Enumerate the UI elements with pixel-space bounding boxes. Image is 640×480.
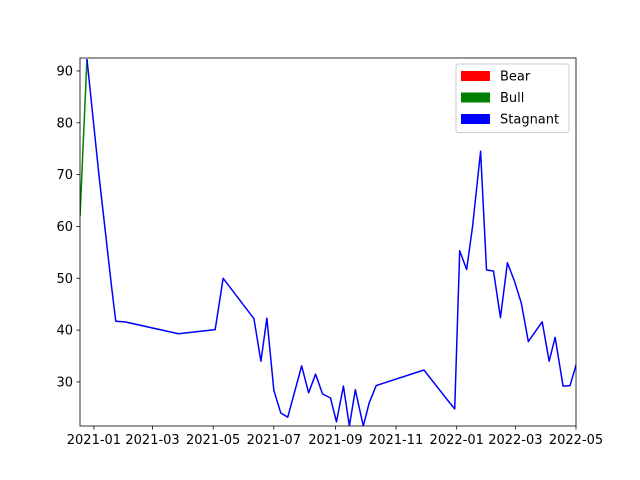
legend-swatch-bear bbox=[461, 71, 490, 81]
legend-label-bull: Bull bbox=[500, 91, 524, 106]
y-tick-label: 30 bbox=[56, 375, 73, 390]
legend-swatch-stagnant bbox=[461, 114, 490, 124]
x-tick-label: 2021-09 bbox=[308, 433, 362, 448]
x-tick-label: 2021-03 bbox=[125, 433, 179, 448]
legend-label-bear: Bear bbox=[500, 70, 531, 85]
x-axis: 2021-01 2021-03 2021-05 2021-07 2021-09 2021-… bbox=[67, 426, 603, 448]
legend: Bear Bull Stagnant bbox=[455, 63, 570, 133]
y-tick-label: 40 bbox=[56, 324, 73, 339]
y-tick-label: 50 bbox=[56, 272, 73, 287]
x-tick-label: 2022-05 bbox=[549, 433, 603, 448]
y-tick-label: 60 bbox=[56, 220, 73, 235]
x-tick-label: 2021-07 bbox=[247, 433, 301, 448]
x-tick-label: 2021-01 bbox=[67, 433, 121, 448]
x-tick-label: 2021-11 bbox=[369, 433, 423, 448]
x-tick-label: 2022-01 bbox=[430, 433, 484, 448]
axes-frame bbox=[79, 57, 577, 427]
y-axis: 30 40 50 60 70 80 90 bbox=[56, 64, 80, 390]
y-tick-label: 70 bbox=[56, 168, 73, 183]
y-tick-label: 80 bbox=[56, 116, 73, 131]
y-tick-label: 90 bbox=[56, 64, 73, 79]
legend-swatch-bull bbox=[461, 92, 490, 103]
plot-area bbox=[79, 57, 577, 427]
x-tick-label: 2022-03 bbox=[488, 433, 542, 448]
x-tick-label: 2021-05 bbox=[186, 433, 240, 448]
legend-label-stagnant: Stagnant bbox=[500, 113, 559, 128]
series-line-stagnant bbox=[86, 58, 576, 426]
series-line-bull bbox=[80, 59, 88, 217]
